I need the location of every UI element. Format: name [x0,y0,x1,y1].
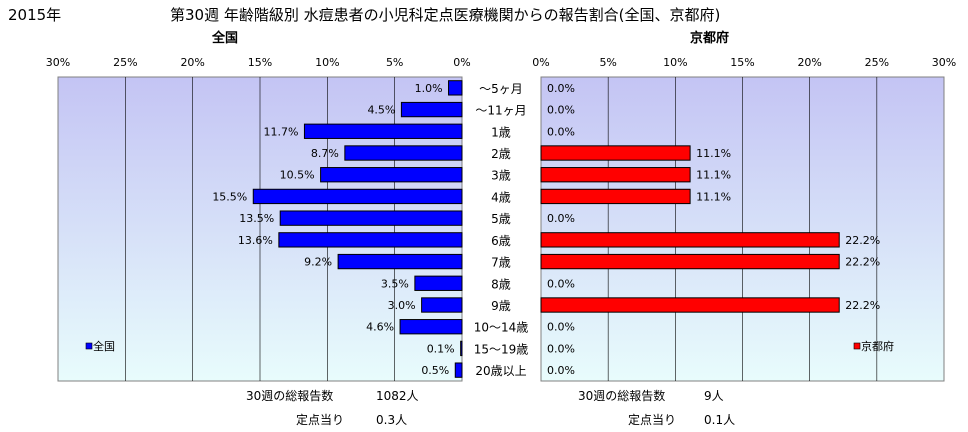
category-label: 9歳 [491,299,511,313]
x-tick-label: 0% [453,56,470,69]
bar [460,340,463,357]
category-label: 2歳 [491,147,511,161]
category-label: 15～19歳 [474,342,529,356]
bar [540,297,840,313]
legend-label: 全国 [93,339,115,353]
legend-swatch [85,342,93,350]
x-tick-label: 5% [386,56,403,69]
right-chart-title: 京都府 [690,31,730,46]
bar [278,232,463,248]
data-label: 3.0% [388,299,416,312]
bar [279,210,463,226]
category-label: 7歳 [491,256,511,270]
left-chart-title: 全国 [212,31,239,46]
x-tick-label: 10% [663,56,687,69]
data-label: 11.1% [696,147,731,160]
bar [399,319,463,335]
x-tick-label: 15% [248,56,272,69]
data-label: 22.2% [845,256,880,269]
data-label: 11.7% [263,125,298,138]
category-label: ～11ヶ月 [475,104,526,118]
category-label: 6歳 [491,234,511,248]
left-per-label: 定点当り [296,413,345,427]
bar [414,275,463,291]
bar [540,145,691,161]
category-label: 1歳 [491,125,511,139]
left-per-value: 0.3人 [376,413,408,427]
bar [303,123,463,139]
category-label: 4歳 [491,190,511,204]
data-label: 22.2% [845,234,880,247]
data-label: 0.1% [427,342,455,355]
bar [421,297,463,313]
data-label: 0.0% [547,364,575,377]
data-label: 10.5% [280,169,315,182]
bar [337,253,463,270]
data-label: 4.5% [367,104,395,117]
data-label: 0.0% [547,342,575,355]
right-total-label: 30週の総報告数 [578,389,666,403]
data-label: 8.7% [311,147,339,160]
x-tick-label: 30% [46,56,70,69]
data-label: 0.0% [547,82,575,95]
x-tick-label: 5% [599,56,616,69]
bar [540,167,691,183]
data-label: 0.5% [421,364,449,377]
x-tick-label: 15% [730,56,754,69]
data-label: 15.5% [212,190,247,203]
right-per-label: 定点当り [628,413,677,427]
bar [540,253,840,270]
x-tick-label: 25% [865,56,889,69]
chart-title: 第30週 年齢階級別 水痘患者の小児科定点医療機関からの報告割合(全国、京都府) [170,6,721,24]
left-total-value: 1082人 [376,389,419,403]
left-total-label: 30週の総報告数 [246,389,334,403]
x-tick-label: 20% [180,56,204,69]
bar [454,362,463,378]
bar [540,232,840,248]
data-label: 0.0% [547,277,575,290]
x-tick-label: 20% [797,56,821,69]
category-label: ～5ヶ月 [479,82,523,96]
x-tick-label: 0% [532,56,549,69]
data-label: 0.0% [547,125,575,138]
legend-label: 京都府 [861,339,894,353]
right-per-value: 0.1人 [704,413,736,427]
data-label: 1.0% [415,82,443,95]
bar [400,101,463,118]
data-label: 0.0% [547,321,575,334]
x-tick-label: 10% [315,56,339,69]
data-label: 0.0% [547,104,575,117]
data-label: 0.0% [547,212,575,225]
right-total-value: 9人 [704,389,724,403]
data-label: 4.6% [366,321,394,334]
data-label: 22.2% [845,299,880,312]
bar [540,188,691,205]
bar [448,80,463,96]
bar [252,188,463,205]
category-label: 8歳 [491,277,511,291]
data-label: 13.6% [238,234,273,247]
year-label: 2015年 [8,6,62,24]
category-label: 5歳 [491,212,511,226]
category-label: 20歳以上 [475,364,526,378]
bar [344,145,463,161]
data-label: 11.1% [696,169,731,182]
data-label: 13.5% [239,212,274,225]
data-label: 11.1% [696,190,731,203]
legend-swatch [853,342,861,350]
x-tick-label: 25% [113,56,137,69]
data-label: 3.5% [381,277,409,290]
category-label: 3歳 [491,169,511,183]
x-tick-label: 30% [932,56,956,69]
bar [320,167,463,183]
data-label: 9.2% [304,256,332,269]
category-label: 10～14歳 [474,321,529,335]
